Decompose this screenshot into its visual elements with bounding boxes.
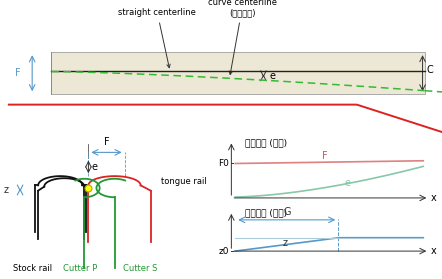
Text: Cutter P: Cutter P [63, 264, 98, 273]
Text: e: e [270, 71, 276, 81]
Text: x: x [431, 246, 437, 256]
Text: Stock rail: Stock rail [12, 264, 52, 273]
Text: G: G [283, 207, 290, 217]
Text: tongue rail: tongue rail [161, 177, 206, 186]
Text: 가공경로 (수평): 가공경로 (수평) [245, 139, 287, 148]
Text: e: e [344, 179, 350, 188]
Text: x: x [431, 193, 437, 203]
Text: F0: F0 [218, 159, 229, 168]
Text: 가공경로 (수직): 가공경로 (수직) [245, 209, 287, 218]
Text: Cutter S: Cutter S [123, 264, 158, 273]
Text: z: z [4, 185, 8, 195]
Text: e: e [91, 162, 98, 172]
Text: z: z [282, 237, 287, 247]
Text: curve centerline
(가공경로): curve centerline (가공경로) [208, 0, 277, 74]
Text: straight centerline: straight centerline [118, 8, 196, 68]
Text: F: F [104, 137, 109, 147]
Text: z0: z0 [219, 247, 229, 256]
Bar [51, 52, 425, 94]
Text: F: F [321, 151, 327, 161]
Text: F: F [15, 68, 20, 78]
Text: C: C [427, 65, 434, 75]
